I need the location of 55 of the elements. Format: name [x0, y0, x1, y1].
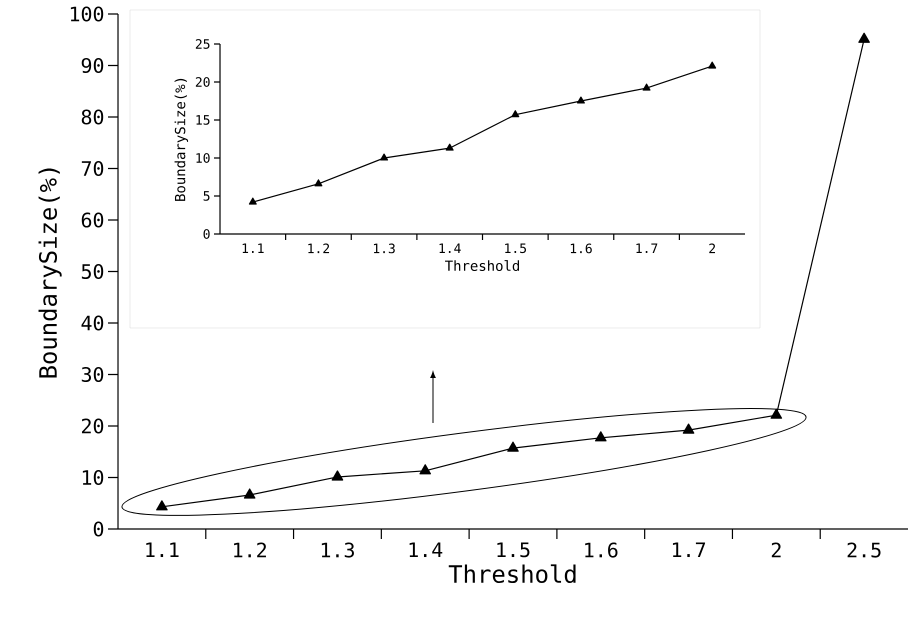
point: [642, 84, 651, 91]
x-tick-label: 1.6: [570, 244, 592, 254]
point: [594, 431, 607, 442]
point: [511, 110, 520, 118]
x-tick-label: 1.4: [440, 244, 461, 253]
y-tick-label: 70: [82, 160, 104, 176]
point: [419, 464, 432, 474]
x-tick-label: 1.5: [505, 244, 526, 254]
y-tick-label: 40: [81, 315, 104, 331]
x-tick-label: 1.7: [636, 244, 658, 253]
x-tick-label: 1.3: [374, 244, 395, 254]
x-tick-label: 1.3: [322, 542, 354, 558]
y-tick-label: 80: [82, 109, 104, 125]
point: [332, 470, 344, 481]
x-tick-label: 1.1: [242, 244, 264, 253]
y-tick-label: 5: [204, 191, 210, 201]
point: [858, 32, 870, 43]
x-tick-label: 2: [772, 542, 781, 558]
point: [248, 198, 257, 205]
point: [507, 442, 519, 452]
point: [708, 62, 716, 69]
y-tick-label: 25: [196, 39, 210, 49]
x-tick-label: 1.2: [308, 244, 330, 254]
y-tick-label: 20: [196, 77, 210, 87]
x-tick-label: 1.5: [497, 542, 530, 558]
y-tick-label: 0: [204, 229, 210, 239]
y-tick-label: 0: [94, 521, 104, 537]
point: [156, 500, 168, 510]
y-tick-label: 50: [82, 264, 104, 280]
y-axis-title: BoundarySize(%): [174, 78, 188, 201]
y-tick-label: 60: [82, 212, 104, 228]
y-axis-title: BoundarySize(%): [38, 168, 62, 378]
point: [682, 424, 694, 434]
x-tick-label: 1.1: [146, 542, 179, 558]
x-tick-label: 1.2: [234, 542, 266, 558]
y-tick-label: 20: [82, 418, 104, 434]
x-tick-label: 1.4: [410, 542, 442, 558]
x-tick-label: 1.6: [585, 542, 618, 558]
point: [446, 144, 454, 151]
point: [380, 153, 388, 161]
x-axis-title: Threshold: [445, 260, 519, 272]
x-tick-label: 2: [709, 244, 715, 254]
x-tick-label: 1.7: [672, 542, 706, 558]
point: [244, 488, 256, 499]
y-tick-label: 90: [82, 58, 104, 74]
point: [770, 408, 782, 419]
y-tick-label: 30: [82, 366, 104, 382]
x-tick-label: 2.5: [848, 542, 881, 558]
point: [314, 179, 322, 186]
y-tick-label: 15: [196, 115, 210, 125]
y-tick-label: 100: [70, 6, 104, 22]
y-tick-label: 10: [196, 153, 210, 163]
y-tick-label: 10: [82, 470, 104, 486]
point: [576, 96, 585, 104]
x-axis-title: Threshold: [448, 564, 576, 584]
